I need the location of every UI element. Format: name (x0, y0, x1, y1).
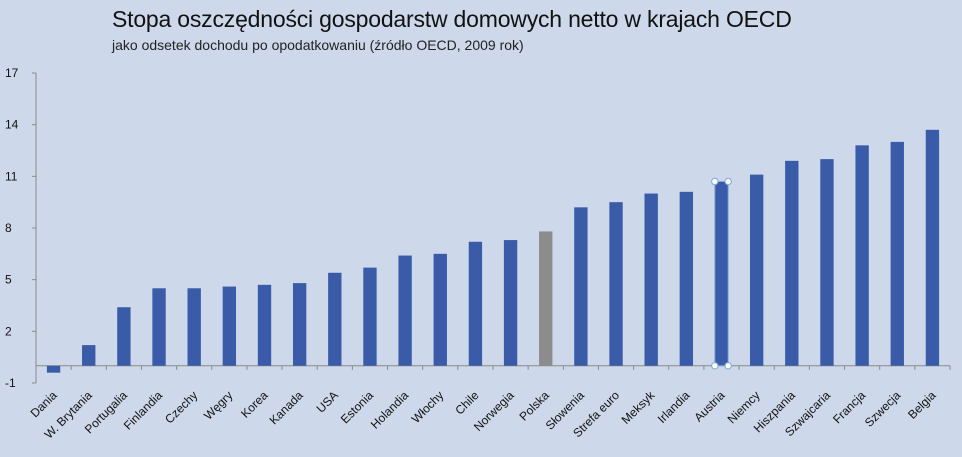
bars (46, 129, 940, 373)
bar-hiszpania[interactable] (785, 160, 799, 366)
bar-kanada[interactable] (292, 283, 307, 366)
x-tick-label: Irlandia (655, 388, 693, 426)
bar-meksyk[interactable] (644, 193, 658, 366)
selection-handle[interactable] (711, 362, 719, 370)
bar-chile[interactable] (468, 241, 483, 366)
chart-title: Stopa oszczędności gospodarstw domowych … (112, 6, 792, 32)
bar-austria[interactable] (714, 181, 729, 366)
x-tick-label: Korea (238, 388, 271, 421)
x-tick-label: Holandia (368, 388, 412, 432)
bar-węgry[interactable] (222, 286, 237, 366)
y-tick-label: 14 (5, 118, 19, 132)
x-tick-label: USA (314, 388, 341, 415)
x-tick-label: Czechy (162, 388, 200, 426)
selection-handles (711, 177, 732, 370)
bar-strefa-euro[interactable] (609, 202, 623, 366)
bar-holandia[interactable] (398, 255, 412, 366)
bar-szwajcaria[interactable] (820, 159, 834, 366)
x-tick-label: Kanada (267, 388, 306, 427)
x-tick-label: Belgia (905, 388, 939, 422)
x-tick-label: Chile (452, 388, 481, 417)
bar-finlandia[interactable] (152, 288, 166, 366)
x-tick-label: Szwecja (862, 388, 904, 430)
selection-handle[interactable] (711, 177, 719, 186)
y-tick-label: 5 (5, 273, 12, 287)
bar-korea[interactable] (257, 284, 272, 366)
bar-słowenia[interactable] (574, 207, 588, 366)
bar-usa[interactable] (328, 272, 342, 366)
bar-włochy[interactable] (433, 253, 447, 366)
y-tick-label: 8 (5, 221, 12, 235)
selection-handle[interactable] (724, 362, 732, 370)
x-tick-label: Austria (691, 388, 728, 425)
bar-belgia[interactable] (925, 129, 940, 366)
chart-subtitle: jako odsetek dochodu po opodatkowaniu (ź… (112, 37, 524, 53)
selection-outline (714, 181, 729, 367)
bar-irlandia[interactable] (679, 191, 694, 366)
x-tick-label: Dania (28, 388, 60, 420)
y-tick-label: 2 (5, 324, 12, 338)
y-tick-label: -1 (5, 376, 16, 390)
bar-estonia[interactable] (363, 267, 377, 366)
x-tick-label: Włochy (409, 388, 447, 426)
y-tick-label: 11 (5, 169, 18, 183)
bar-w-brytania[interactable] (82, 345, 96, 366)
y-axis-tick-labels: -1 2 5 8 11 14 17 (5, 66, 19, 390)
bar-szwecja[interactable] (890, 141, 904, 366)
bar-czechy[interactable] (187, 288, 201, 366)
x-tick-label: Finlandia (121, 388, 166, 433)
y-tick-label: 17 (5, 66, 19, 80)
bar-dania[interactable] (46, 365, 61, 373)
selection-handle[interactable] (724, 177, 732, 186)
x-tick-label: Węgry (201, 388, 235, 422)
bar-francja[interactable] (855, 145, 869, 366)
bar-norwegia[interactable] (503, 240, 518, 366)
axes (32, 72, 951, 384)
bar-polska[interactable] (539, 231, 553, 366)
x-tick-label: Meksyk (619, 388, 658, 427)
bar-niemcy[interactable] (749, 174, 764, 366)
bar-portugalia[interactable] (117, 307, 131, 366)
